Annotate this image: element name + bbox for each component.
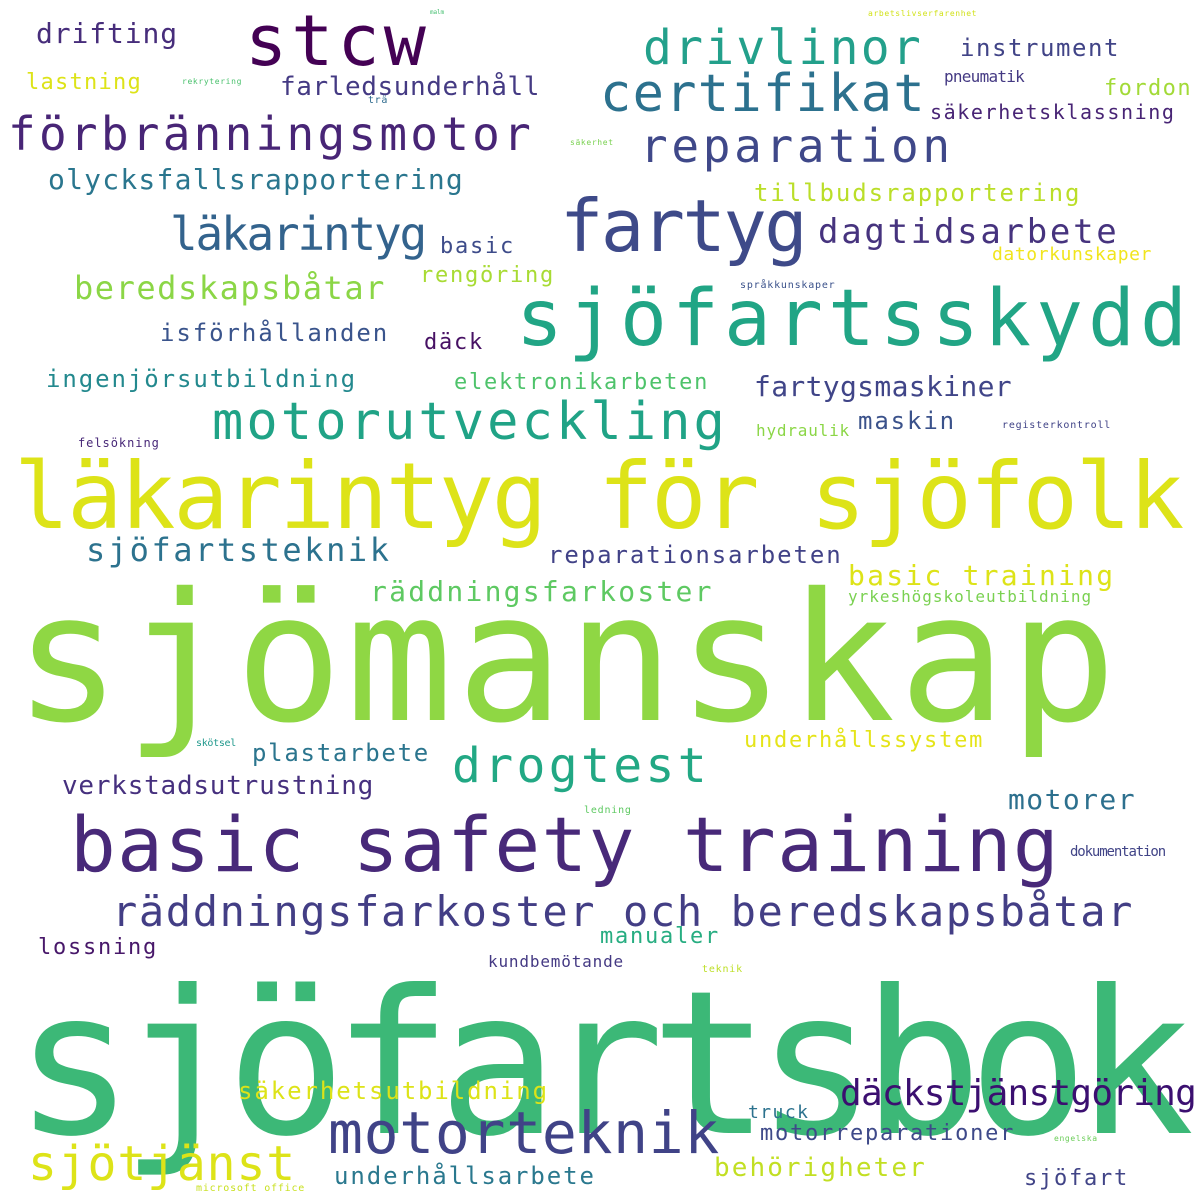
word-underhallsarbete: underhållsarbete [334, 1161, 596, 1190]
word-sakerhet: säkerhet [570, 137, 614, 147]
word-teknik: teknik [702, 964, 743, 975]
word-dack: däck [424, 330, 485, 356]
word-raddningsfarkoster: räddningsfarkoster [370, 574, 714, 608]
word-tillbudsrapportering: tillbudsrapportering [754, 178, 1082, 207]
word-sjofartsskydd: sjöfartsskydd [516, 273, 1192, 364]
word-felsokning: felsökning [78, 436, 160, 451]
word-lakarintyg-for-sjofolk: läkarintyg för sjöfolk [14, 443, 1184, 551]
word-pneumatik: pneumatik [944, 67, 1025, 87]
word-plastarbete: plastarbete [252, 738, 430, 767]
word-farledsunderhall: farledsunderhåll [280, 72, 541, 103]
word-lakarintyg: läkarintyg [170, 207, 427, 262]
word-drogtest: drogtest [452, 737, 710, 794]
word-ingenjorsutbildning: ingenjörsutbildning [46, 364, 358, 393]
word-skotsel: skötsel [196, 738, 236, 749]
word-microsoft-office: microsoft office [196, 1183, 306, 1194]
word-malm: malm [430, 9, 445, 17]
word-sjomanskap: sjömanskap [14, 554, 1120, 762]
word-fartyg: fartyg [560, 184, 808, 269]
word-datorkunskaper: datorkunskaper [992, 243, 1152, 265]
word-rengoring: rengöring [420, 263, 556, 289]
word-sakerhetsutbildning: säkerhetsutbildning [238, 1076, 550, 1105]
word-manualer: manualer [600, 924, 721, 950]
word-sjotjanst: sjötjänst [28, 1135, 297, 1192]
word-dackstjanstgoring: däckstjänstgöring [840, 1073, 1197, 1115]
word-sakerhetsklassning: säkerhetsklassning [930, 100, 1176, 124]
word-basic-training: basic training [848, 558, 1116, 592]
word-drifting: drifting [36, 16, 178, 50]
word-motorteknik: motorteknik [328, 1098, 721, 1167]
word-lastning: lastning [26, 70, 142, 96]
word-motorer: motorer [1008, 782, 1137, 816]
word-reparationsarbeten: reparationsarbeten [548, 540, 843, 569]
word-raddningsfarkoster-och-beredskapsbatar: räddningsfarkoster och beredskapsbåtar [112, 887, 1135, 937]
word-registerkontroll: registerkontroll [1002, 420, 1112, 431]
word-isforhallanden: isförhållanden [160, 318, 390, 347]
word-motorutveckling: motorutveckling [212, 392, 728, 453]
word-ledning: ledning [584, 805, 632, 816]
word-fordon: fordon [1104, 76, 1192, 102]
word-instrument: instrument [960, 33, 1120, 62]
word-motorreparationer: motorreparationer [760, 1121, 1016, 1147]
word-sjofartsteknik: sjöfartsteknik [86, 531, 392, 570]
word-sjofart: sjöfart [1024, 1166, 1130, 1192]
word-engelska: engelska [1054, 1133, 1098, 1143]
word-hydraulik: hydraulik [756, 421, 850, 441]
word-certifikat: certifikat [600, 64, 926, 125]
word-maskin: maskin [858, 406, 956, 435]
word-tra: trä [368, 95, 389, 106]
word-arbetslivserfarenhet: arbetslivserfarenhet [868, 8, 978, 18]
word-truck: truck [748, 1101, 810, 1123]
word-stcw: stcw [245, 0, 431, 82]
word-forbranningsmotor: förbränningsmotor [8, 107, 535, 162]
word-sprakkunskaper: språkkunskaper [740, 280, 836, 291]
word-basic: basic [440, 234, 516, 260]
word-drivlinor: drivlinor [643, 19, 923, 76]
word-rekrytering: rekrytering [182, 76, 243, 86]
word-sjofartsbok: sjöfartsbok [14, 948, 1194, 1181]
word-kundbemotande: kundbemötande [488, 952, 625, 972]
word-verkstadsutrustning: verkstadsutrustning [62, 771, 375, 802]
word-dagtidsarbete: dagtidsarbete [818, 211, 1120, 252]
word-olycksfallsrapportering: olycksfallsrapportering [48, 162, 465, 196]
word-underhallssystem: underhållssystem [744, 728, 985, 754]
word-reparation: reparation [640, 119, 954, 174]
word-beredskapsbatar: beredskapsbåtar [74, 269, 386, 308]
word-lossning: lossning [38, 935, 158, 961]
word-dokumentation: dokumentation [1070, 843, 1166, 860]
word-fartygsmaskiner: fartygsmaskiner [754, 369, 1012, 403]
word-behorigheter: behörigheter [714, 1153, 927, 1184]
word-basic-safety-training: basic safety training [70, 800, 1061, 890]
word-elektronikarbeten: elektronikarbeten [454, 370, 710, 396]
word-yrkeshogskoleutbildning: yrkeshögskoleutbildning [848, 587, 1093, 607]
